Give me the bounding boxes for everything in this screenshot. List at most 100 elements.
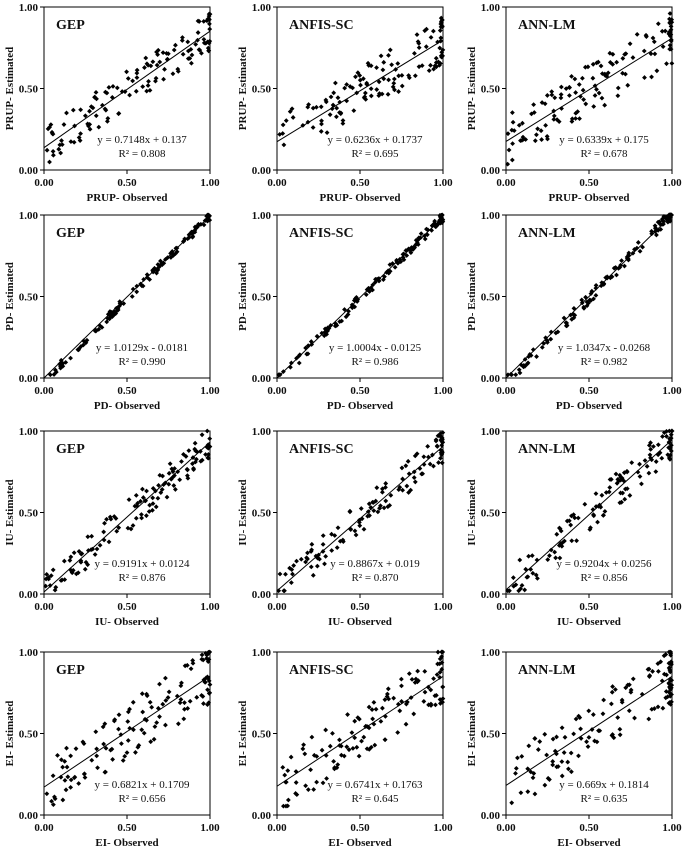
data-point: [383, 498, 389, 504]
trendline: [43, 675, 211, 788]
data-point: [157, 714, 162, 720]
r-squared-label: R² = 0.856: [580, 572, 628, 584]
data-point: [337, 737, 342, 743]
data-point: [620, 56, 626, 61]
data-point: [513, 372, 519, 378]
data-point: [346, 308, 351, 314]
data-point: [599, 280, 605, 285]
data-point: [569, 73, 574, 79]
data-point: [149, 704, 155, 710]
data-point: [280, 764, 286, 770]
data-point: [360, 76, 366, 82]
y-tick-label: 0.00: [481, 810, 501, 822]
data-point: [532, 791, 538, 797]
data-point: [627, 41, 633, 47]
data-point: [71, 139, 77, 145]
data-point: [144, 488, 149, 494]
data-point: [78, 558, 84, 564]
data-point: [310, 572, 316, 578]
data-point: [73, 571, 79, 577]
data-point: [667, 42, 673, 48]
data-point: [598, 283, 604, 289]
data-point: [116, 726, 121, 732]
data-point: [56, 146, 62, 152]
data-point: [346, 747, 352, 753]
data-point: [370, 716, 376, 722]
data-point: [325, 325, 331, 331]
data-point: [580, 87, 586, 93]
data-point: [669, 60, 675, 66]
data-point: [62, 759, 68, 764]
scatter-panel-8: 0.00 0.00 0.50 0.50 1.00 1.00 IU- Observed IU- …: [233, 424, 458, 636]
data-point: [345, 712, 350, 717]
scatter-chart: 0.000.00 0.50 0.50 1.00 1.00 PD- Observed PD- …: [466, 210, 682, 412]
data-point: [352, 528, 358, 534]
data-point: [437, 669, 443, 675]
data-point: [583, 101, 589, 107]
data-point: [614, 480, 620, 486]
data-point: [296, 360, 302, 366]
data-point: [439, 220, 445, 226]
trendline: [43, 30, 211, 149]
data-point: [289, 106, 295, 112]
x-axis-label: EI- Observed: [95, 837, 158, 849]
x-tick-label: 0.50: [579, 822, 599, 834]
data-point: [181, 451, 186, 457]
data-point: [386, 696, 392, 702]
data-point: [128, 526, 134, 532]
data-point: [375, 509, 381, 515]
data-point: [143, 55, 149, 61]
data-point: [414, 32, 420, 38]
data-point: [381, 76, 387, 82]
y-tick-label: 0.00: [19, 810, 39, 822]
y-axis-label: PRUP- Estimated: [466, 47, 478, 130]
data-point: [598, 63, 604, 69]
data-point: [281, 803, 286, 809]
data-point: [440, 47, 446, 53]
data-point: [630, 55, 636, 60]
data-point: [141, 730, 147, 736]
data-point: [607, 485, 613, 490]
data-point: [667, 20, 673, 26]
data-point: [127, 92, 132, 98]
data-point: [641, 48, 647, 54]
data-point: [280, 122, 286, 128]
r-squared-label: R² = 0.870: [351, 572, 399, 584]
y-axis-label: EI- Estimated: [237, 701, 249, 767]
data-point: [333, 80, 338, 86]
data-point: [90, 105, 96, 111]
data-point: [622, 496, 628, 502]
data-point: [113, 305, 119, 311]
data-point: [85, 121, 91, 127]
data-point: [369, 707, 375, 713]
data-point: [581, 97, 586, 102]
data-point: [102, 769, 108, 775]
data-point: [169, 466, 175, 472]
y-tick-label: 0.50: [252, 84, 272, 96]
y-tick-label: 0.00: [481, 165, 501, 177]
data-point: [327, 743, 333, 749]
data-point: [543, 123, 549, 128]
data-point: [104, 516, 109, 522]
data-point: [552, 95, 558, 101]
data-point: [548, 336, 554, 342]
data-point: [363, 292, 369, 298]
data-point: [89, 533, 95, 539]
r-squared-label: R² = 0.678: [580, 148, 628, 160]
data-point: [519, 582, 525, 588]
data-point: [303, 783, 309, 789]
data-point: [207, 21, 212, 27]
data-point: [646, 443, 652, 448]
data-point: [555, 329, 561, 335]
data-point: [155, 495, 161, 501]
data-point: [89, 757, 95, 763]
x-axis-label: EI- Observed: [557, 837, 620, 849]
data-point: [199, 50, 204, 56]
data-point: [552, 748, 558, 754]
data-point: [505, 131, 511, 137]
data-point: [60, 361, 66, 366]
data-point: [634, 31, 640, 37]
data-point: [648, 446, 654, 452]
data-point: [406, 73, 412, 78]
